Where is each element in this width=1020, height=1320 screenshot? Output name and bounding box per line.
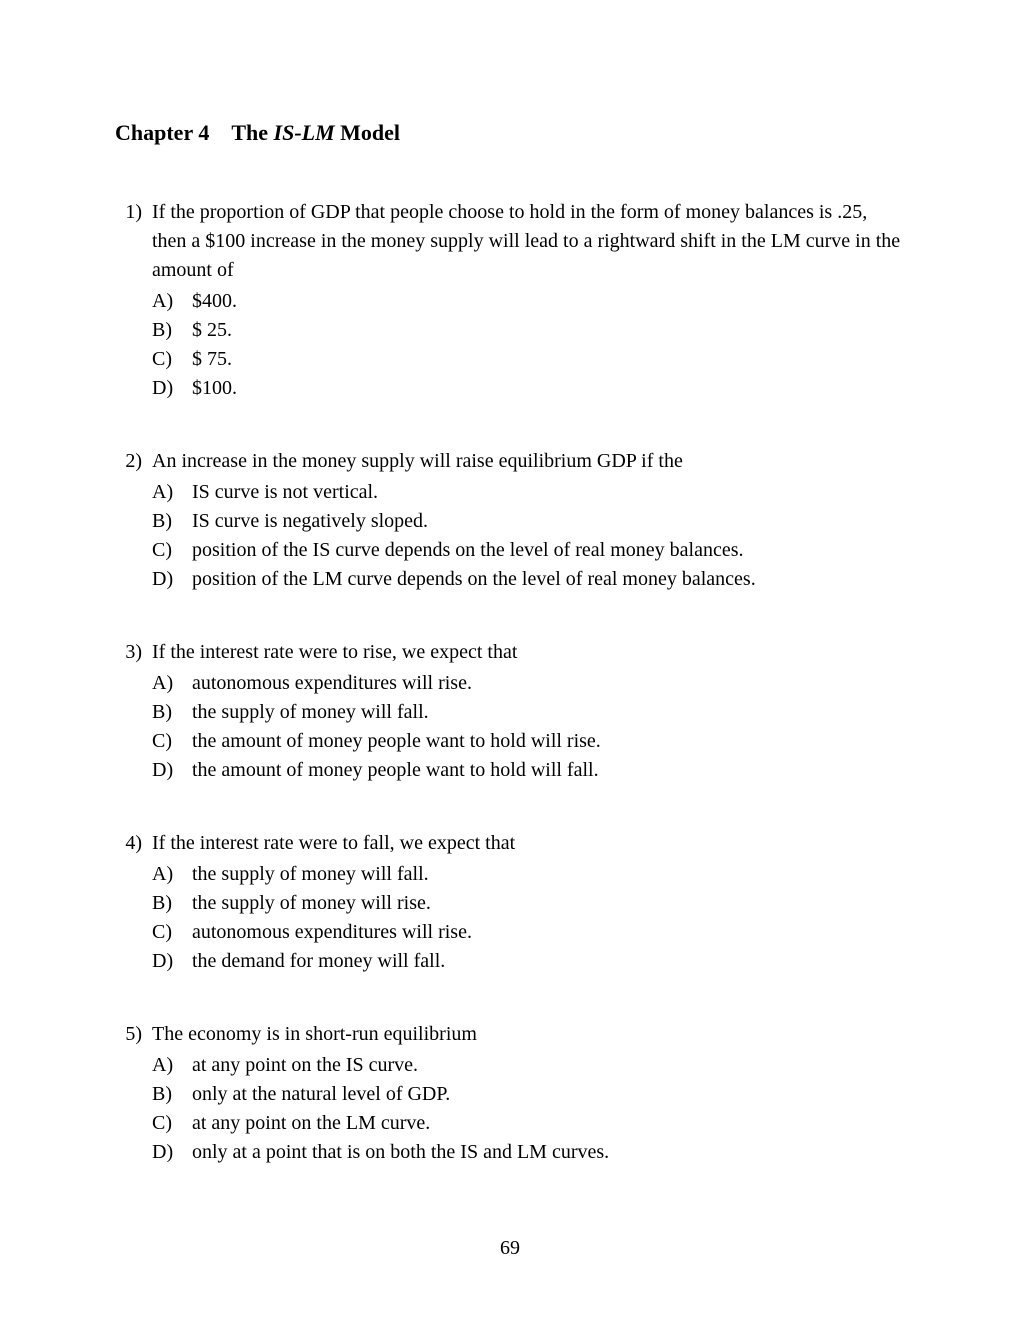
option-letter: A) xyxy=(152,669,192,698)
question-block: 2)An increase in the money supply will r… xyxy=(115,447,905,594)
questions-list: 1)If the proportion of GDP that people c… xyxy=(115,198,905,1167)
option-text: autonomous expenditures will rise. xyxy=(192,918,905,947)
option-letter: B) xyxy=(152,316,192,345)
option-text: at any point on the LM curve. xyxy=(192,1109,905,1138)
title-prefix: The xyxy=(231,120,273,145)
option-letter: A) xyxy=(152,478,192,507)
question-number: 2) xyxy=(115,447,152,476)
option-row: D)the demand for money will fall. xyxy=(115,947,905,976)
question-block: 3)If the interest rate were to rise, we … xyxy=(115,638,905,785)
option-text: position of the IS curve depends on the … xyxy=(192,536,905,565)
question-row: 5)The economy is in short-run equilibriu… xyxy=(115,1020,905,1049)
question-number: 3) xyxy=(115,638,152,667)
option-letter: D) xyxy=(152,565,192,594)
question-row: 2)An increase in the money supply will r… xyxy=(115,447,905,476)
option-row: A)at any point on the IS curve. xyxy=(115,1051,905,1080)
option-letter: C) xyxy=(152,1109,192,1138)
option-row: B)only at the natural level of GDP. xyxy=(115,1080,905,1109)
option-row: D)only at a point that is on both the IS… xyxy=(115,1138,905,1167)
options-list: A)IS curve is not vertical.B)IS curve is… xyxy=(115,478,905,594)
question-row: 1)If the proportion of GDP that people c… xyxy=(115,198,905,285)
question-block: 4)If the interest rate were to fall, we … xyxy=(115,829,905,976)
page-number: 69 xyxy=(0,1237,1020,1260)
question-number: 4) xyxy=(115,829,152,858)
option-letter: C) xyxy=(152,345,192,374)
question-number: 1) xyxy=(115,198,152,285)
question-block: 1)If the proportion of GDP that people c… xyxy=(115,198,905,403)
option-row: A)the supply of money will fall. xyxy=(115,860,905,889)
option-row: B)$ 25. xyxy=(115,316,905,345)
option-row: C)at any point on the LM curve. xyxy=(115,1109,905,1138)
option-letter: D) xyxy=(152,374,192,403)
question-text: An increase in the money supply will rai… xyxy=(152,447,905,476)
option-letter: B) xyxy=(152,889,192,918)
option-row: C)position of the IS curve depends on th… xyxy=(115,536,905,565)
option-text: the amount of money people want to hold … xyxy=(192,756,905,785)
option-letter: A) xyxy=(152,860,192,889)
option-letter: C) xyxy=(152,918,192,947)
options-list: A)$400.B)$ 25.C)$ 75.D)$100. xyxy=(115,287,905,403)
option-letter: B) xyxy=(152,1080,192,1109)
option-row: A)autonomous expenditures will rise. xyxy=(115,669,905,698)
option-text: at any point on the IS curve. xyxy=(192,1051,905,1080)
question-text: The economy is in short-run equilibrium xyxy=(152,1020,905,1049)
option-row: B)the supply of money will rise. xyxy=(115,889,905,918)
option-text: the supply of money will fall. xyxy=(192,860,905,889)
option-text: $ 25. xyxy=(192,316,905,345)
title-italic: IS-LM xyxy=(274,120,335,145)
option-text: the amount of money people want to hold … xyxy=(192,727,905,756)
option-text: IS curve is not vertical. xyxy=(192,478,905,507)
option-row: A)IS curve is not vertical. xyxy=(115,478,905,507)
option-text: only at a point that is on both the IS a… xyxy=(192,1138,905,1167)
option-text: position of the LM curve depends on the … xyxy=(192,565,905,594)
options-list: A)at any point on the IS curve.B)only at… xyxy=(115,1051,905,1167)
option-letter: C) xyxy=(152,536,192,565)
option-row: C)$ 75. xyxy=(115,345,905,374)
option-text: autonomous expenditures will rise. xyxy=(192,669,905,698)
chapter-label: Chapter 4 xyxy=(115,120,209,145)
option-text: only at the natural level of GDP. xyxy=(192,1080,905,1109)
option-letter: D) xyxy=(152,756,192,785)
option-text: the demand for money will fall. xyxy=(192,947,905,976)
option-row: A)$400. xyxy=(115,287,905,316)
option-letter: B) xyxy=(152,698,192,727)
option-text: $100. xyxy=(192,374,905,403)
question-row: 3)If the interest rate were to rise, we … xyxy=(115,638,905,667)
option-text: $ 75. xyxy=(192,345,905,374)
option-letter: C) xyxy=(152,727,192,756)
options-list: A)autonomous expenditures will rise.B)th… xyxy=(115,669,905,785)
option-row: D)the amount of money people want to hol… xyxy=(115,756,905,785)
question-block: 5)The economy is in short-run equilibriu… xyxy=(115,1020,905,1167)
option-letter: A) xyxy=(152,1051,192,1080)
option-row: D)position of the LM curve depends on th… xyxy=(115,565,905,594)
question-text: If the interest rate were to fall, we ex… xyxy=(152,829,905,858)
option-letter: D) xyxy=(152,1138,192,1167)
option-row: C)the amount of money people want to hol… xyxy=(115,727,905,756)
option-text: IS curve is negatively sloped. xyxy=(192,507,905,536)
chapter-heading: Chapter 4 The IS-LM Model xyxy=(115,120,905,146)
option-row: B)the supply of money will fall. xyxy=(115,698,905,727)
option-row: B)IS curve is negatively sloped. xyxy=(115,507,905,536)
question-text: If the proportion of GDP that people cho… xyxy=(152,198,905,285)
title-suffix: Model xyxy=(335,120,400,145)
option-row: C)autonomous expenditures will rise. xyxy=(115,918,905,947)
option-text: the supply of money will rise. xyxy=(192,889,905,918)
option-text: the supply of money will fall. xyxy=(192,698,905,727)
question-row: 4)If the interest rate were to fall, we … xyxy=(115,829,905,858)
options-list: A)the supply of money will fall.B)the su… xyxy=(115,860,905,976)
option-letter: B) xyxy=(152,507,192,536)
option-letter: D) xyxy=(152,947,192,976)
question-number: 5) xyxy=(115,1020,152,1049)
question-text: If the interest rate were to rise, we ex… xyxy=(152,638,905,667)
option-text: $400. xyxy=(192,287,905,316)
option-row: D)$100. xyxy=(115,374,905,403)
option-letter: A) xyxy=(152,287,192,316)
